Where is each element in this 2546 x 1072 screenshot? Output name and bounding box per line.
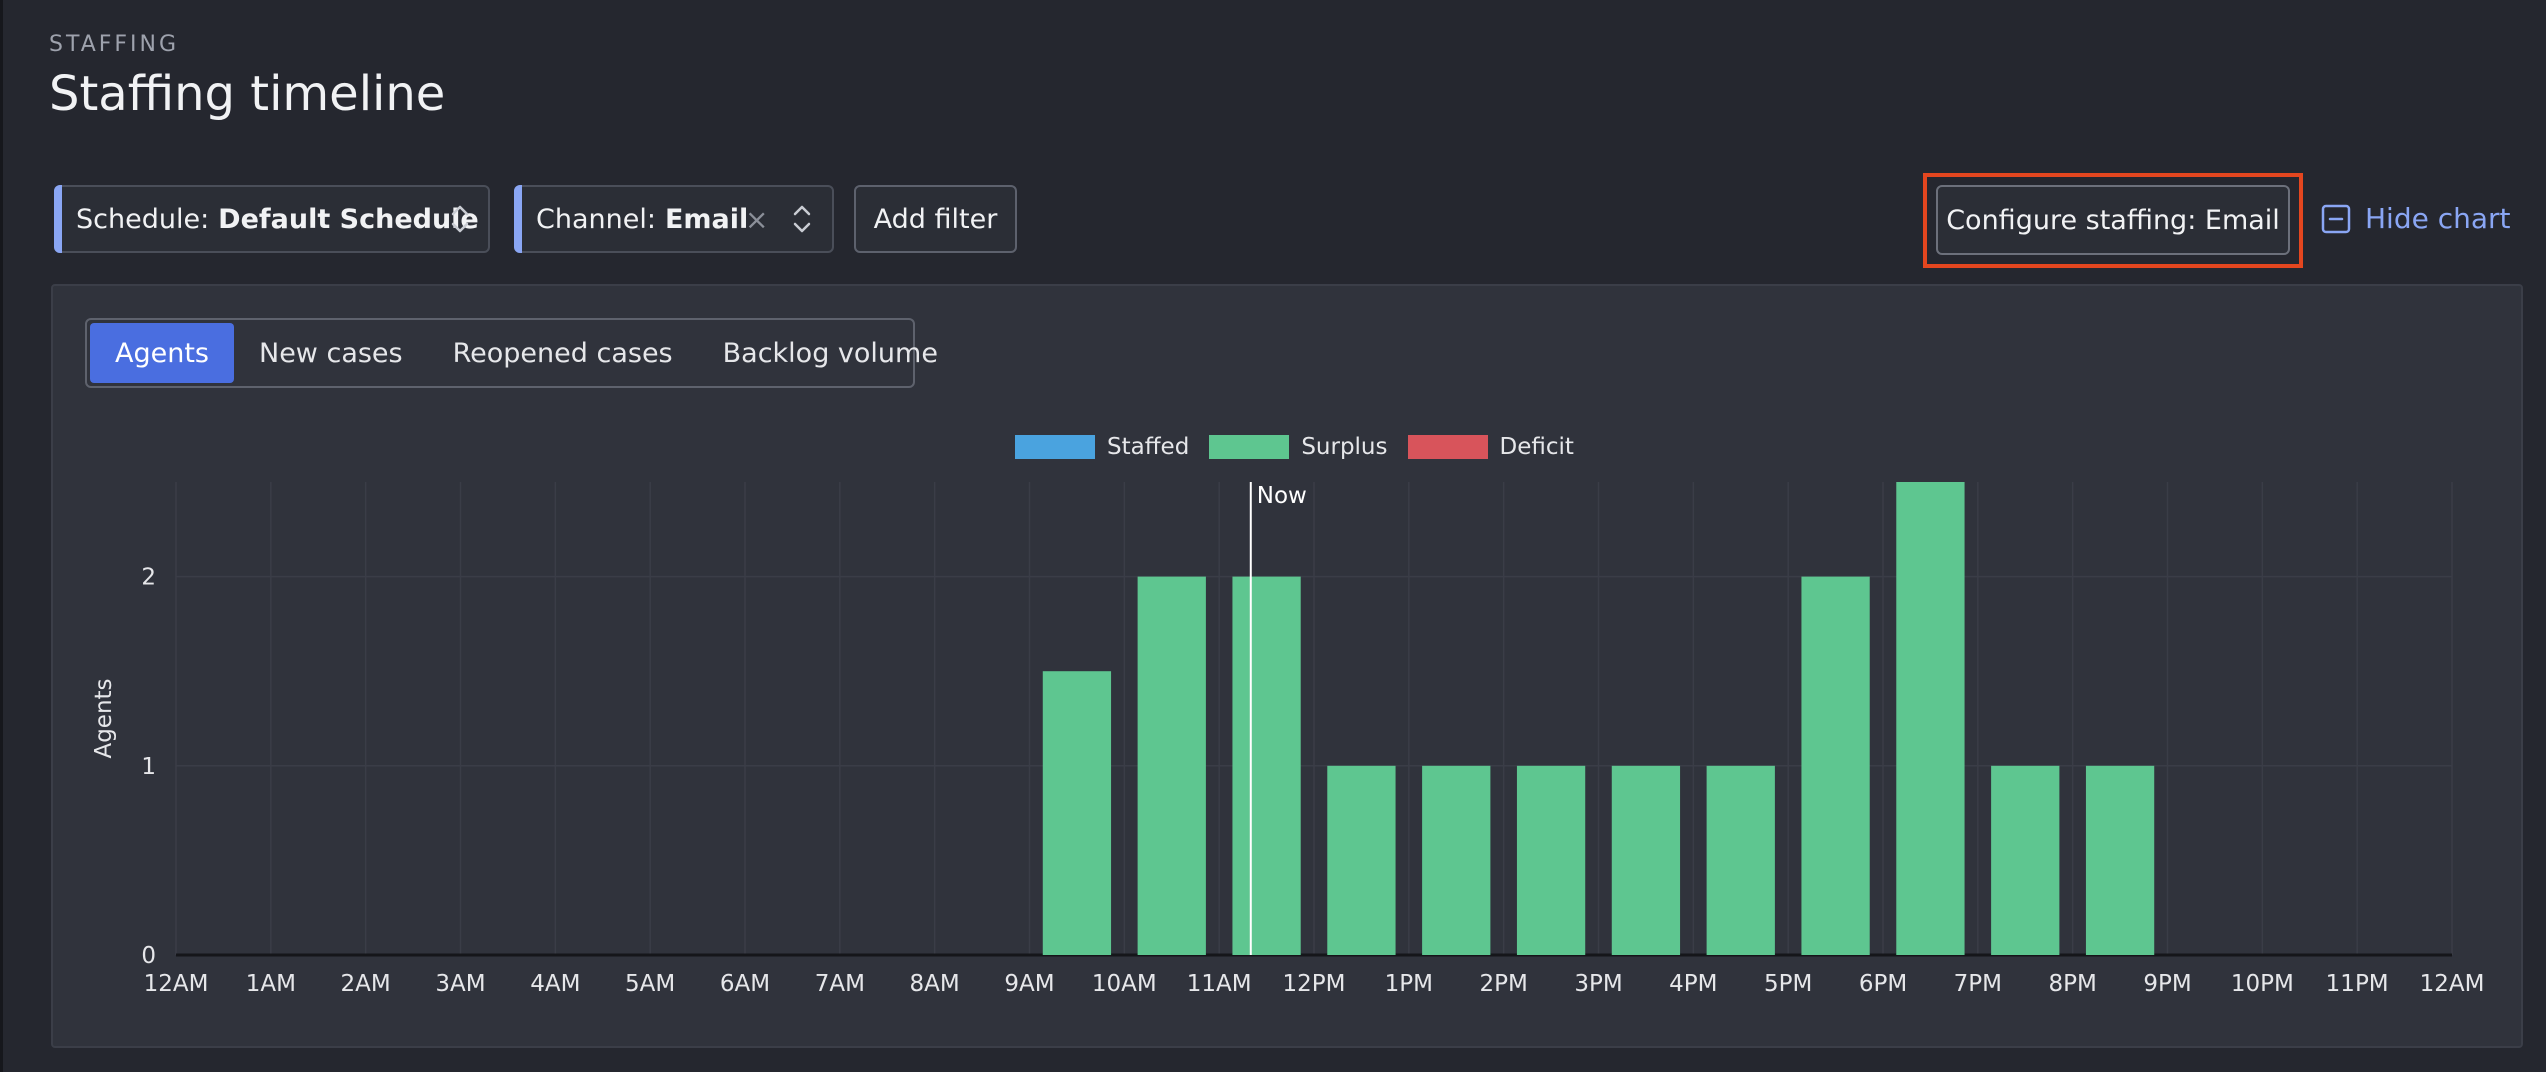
schedule-filter[interactable]: Schedule: Default Schedule bbox=[54, 185, 490, 253]
x-tick-label: 5AM bbox=[625, 971, 675, 997]
filter-accent bbox=[54, 185, 62, 253]
bar-surplus bbox=[1611, 765, 1681, 955]
tab-agents[interactable]: Agents bbox=[90, 323, 234, 383]
x-tick-label: 9AM bbox=[1004, 971, 1054, 997]
add-filter-button[interactable]: Add filter bbox=[854, 185, 1017, 253]
x-tick-label: 10PM bbox=[2231, 971, 2294, 997]
legend-swatch bbox=[1015, 435, 1095, 459]
x-tick-label: 12AM bbox=[144, 971, 209, 997]
configure-staffing-button[interactable]: Configure staffing: Email bbox=[1936, 185, 2290, 255]
page-title: Staffing timeline bbox=[49, 66, 446, 122]
hide-chart-label: Hide chart bbox=[2365, 202, 2511, 235]
legend-item-staffed[interactable]: Staffed bbox=[1015, 434, 1189, 460]
bar-surplus bbox=[1991, 765, 2060, 955]
x-tick-label: 6AM bbox=[720, 971, 770, 997]
x-tick-label: 3AM bbox=[435, 971, 485, 997]
y-tick-label: 2 bbox=[141, 565, 156, 591]
section-label: STAFFING bbox=[49, 32, 180, 57]
legend-item-deficit[interactable]: Deficit bbox=[1407, 434, 1574, 460]
bar-surplus bbox=[1042, 671, 1112, 955]
chart-panel: Agents New cases Reopened cases Backlog … bbox=[51, 284, 2523, 1048]
y-axis-label: Agents bbox=[91, 678, 117, 758]
chevron-up-down-icon[interactable] bbox=[450, 201, 470, 237]
clear-filter-icon[interactable]: × bbox=[745, 203, 769, 236]
highlight-box bbox=[1923, 173, 2303, 268]
x-tick-label: 4AM bbox=[530, 971, 580, 997]
chevron-up-down-icon[interactable] bbox=[792, 201, 812, 237]
x-tick-label: 8AM bbox=[910, 971, 960, 997]
bar-surplus bbox=[1896, 482, 1965, 955]
x-tick-label: 1AM bbox=[246, 971, 296, 997]
bar-surplus bbox=[1422, 765, 1491, 955]
x-tick-label: 5PM bbox=[1764, 971, 1812, 997]
legend-label: Surplus bbox=[1301, 434, 1388, 460]
x-tick-label: 12AM bbox=[2420, 971, 2485, 997]
x-tick-label: 8PM bbox=[2048, 971, 2096, 997]
tab-backlog-volume[interactable]: Backlog volume bbox=[722, 337, 938, 369]
schedule-filter-value: Default Schedule bbox=[218, 203, 479, 235]
bar-surplus bbox=[2085, 765, 2155, 955]
legend-swatch bbox=[1209, 435, 1290, 459]
x-tick-label: 4PM bbox=[1669, 971, 1717, 997]
x-tick-label: 6PM bbox=[1859, 971, 1907, 997]
x-tick-label: 1PM bbox=[1385, 971, 1433, 997]
x-tick-label: 3PM bbox=[1574, 971, 1622, 997]
legend-swatch bbox=[1407, 435, 1488, 459]
x-tick-label: 12PM bbox=[1283, 971, 1346, 997]
x-tick-label: 2PM bbox=[1479, 971, 1527, 997]
bar-surplus bbox=[1137, 576, 1206, 955]
channel-filter-label: Channel: bbox=[536, 203, 656, 235]
x-tick-label: 7PM bbox=[1954, 971, 2002, 997]
collapse-icon bbox=[2321, 204, 2351, 233]
x-tick-label: 10AM bbox=[1092, 971, 1157, 997]
channel-filter-value: Email bbox=[664, 203, 749, 235]
x-tick-label: 9PM bbox=[2143, 971, 2191, 997]
legend-label: Staffed bbox=[1107, 434, 1190, 460]
y-tick-label: 1 bbox=[141, 754, 156, 780]
tab-new-cases[interactable]: New cases bbox=[259, 337, 403, 369]
staffing-chart: 0 1 2 12AM 1AM 2AM 3AM 4AM 5AM 6AM 7AM 8AM 9AM 10AM 11… bbox=[91, 482, 2485, 997]
bar-surplus bbox=[1327, 765, 1396, 955]
x-tick-label: 2AM bbox=[341, 971, 391, 997]
y-tick-label: 0 bbox=[141, 943, 156, 969]
chart-legend: Staffed Surplus Deficit bbox=[1015, 434, 1594, 460]
hide-chart-link[interactable]: Hide chart bbox=[2321, 202, 2511, 235]
legend-item-surplus[interactable]: Surplus bbox=[1209, 434, 1388, 460]
now-marker-label: Now bbox=[1257, 483, 1307, 509]
bar-surplus bbox=[1232, 576, 1301, 955]
metric-tabs: Agents New cases Reopened cases Backlog … bbox=[85, 318, 938, 388]
schedule-filter-label: Schedule: bbox=[76, 203, 210, 235]
x-tick-label: 11AM bbox=[1187, 971, 1252, 997]
bar-surplus bbox=[1706, 765, 1775, 955]
filter-accent bbox=[514, 185, 522, 253]
x-tick-label: 11PM bbox=[2326, 971, 2389, 997]
tab-reopened-cases[interactable]: Reopened cases bbox=[452, 337, 673, 369]
bar-surplus bbox=[1516, 765, 1586, 955]
legend-label: Deficit bbox=[1499, 434, 1574, 460]
bar-surplus bbox=[1801, 576, 1870, 955]
channel-filter[interactable]: Channel: Email × bbox=[514, 185, 834, 253]
x-tick-label: 7AM bbox=[815, 971, 865, 997]
